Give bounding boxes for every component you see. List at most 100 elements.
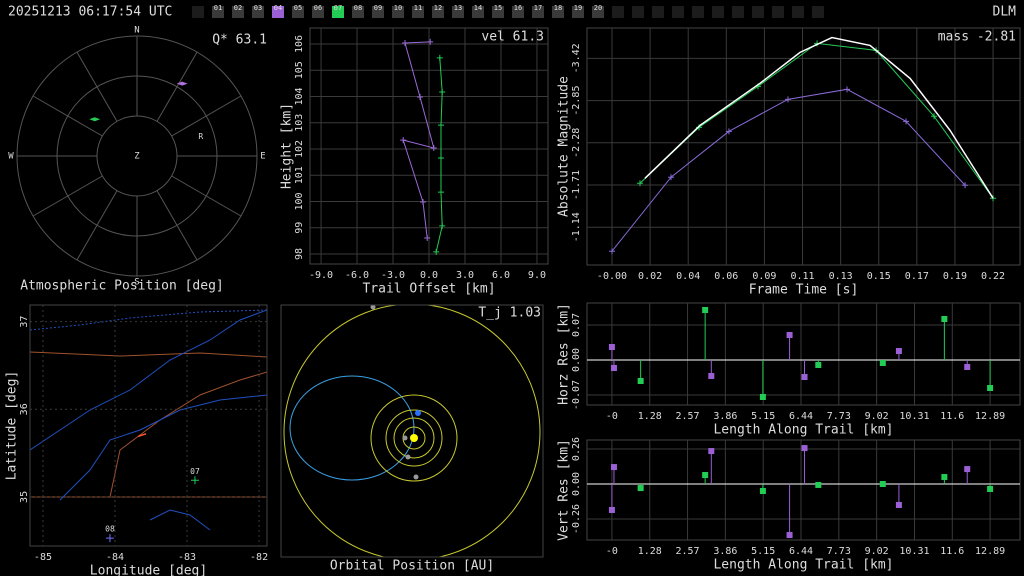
y-tick-label: -1.14: [571, 212, 582, 242]
plot-frame: [586, 439, 1021, 541]
plot-frame: [586, 27, 1021, 266]
station-box: [572, 6, 584, 18]
stem-marker: [702, 307, 709, 313]
station-box: [672, 6, 684, 18]
polar-spoke: [171, 95, 242, 137]
point-marker: [844, 86, 851, 93]
station-box: [292, 6, 304, 18]
station-box: [592, 6, 604, 18]
x-tick-label: 0.02: [638, 271, 662, 282]
x-tick-label: 9.02: [865, 546, 889, 557]
polar-spoke: [156, 51, 198, 122]
y-tick-label: 104: [294, 87, 305, 105]
station-label: 20: [594, 4, 602, 12]
x-axis-label: Length Along Trail [km]: [713, 558, 893, 573]
stem-marker: [815, 362, 822, 368]
station-box: [612, 6, 624, 18]
x-tick-label: 0.11: [790, 271, 814, 282]
stem-marker: [637, 378, 644, 384]
timestamp: 20251213 06:17:54 UTC: [8, 5, 172, 20]
station-label: 18: [554, 4, 562, 12]
station-label: 05: [294, 4, 302, 12]
y-tick-label: 0.07: [571, 313, 582, 337]
point-marker: [437, 189, 444, 196]
station-label: 13: [454, 4, 462, 12]
polar-spoke: [156, 190, 198, 261]
station-box: [212, 6, 224, 18]
x-tick-label: -0: [606, 411, 618, 422]
y-tick-label: 0.26: [571, 437, 582, 461]
stem-marker: [941, 474, 948, 481]
y-tick-label: 0.00: [571, 472, 582, 496]
series-line: [137, 433, 147, 438]
station-box: [532, 6, 544, 18]
x-tick-label: 7.73: [827, 411, 851, 422]
stem-marker: [964, 466, 971, 473]
polar-spoke: [76, 51, 118, 122]
station-box: [712, 6, 724, 18]
station-label: 03: [254, 4, 262, 12]
station-box: [452, 6, 464, 18]
y-tick-label: -0.07: [571, 380, 582, 410]
station-box: [412, 6, 424, 18]
x-tick-label: 0.15: [867, 271, 891, 282]
point-marker: [437, 122, 444, 129]
x-tick-label: 0.13: [829, 271, 853, 282]
y-tick-label: 99: [294, 222, 305, 234]
plot-frame: [29, 304, 268, 547]
station-box: [752, 6, 764, 18]
x-tick-label: 0.06: [714, 271, 738, 282]
annotation: Q* 63.1: [212, 33, 267, 48]
stem-marker: [801, 374, 808, 380]
y-axis-label: Latitude [deg]: [5, 371, 20, 481]
y-tick-label: 37: [19, 316, 30, 328]
point-marker: [725, 128, 732, 135]
annotation: mass -2.81: [938, 30, 1016, 45]
station-label: 08: [354, 4, 362, 12]
x-tick-label: -3.0: [381, 270, 405, 281]
x-tick-label: -0: [606, 546, 618, 557]
x-tick-label: 9.0: [528, 270, 546, 281]
station-box: [692, 6, 704, 18]
stem-marker: [759, 394, 766, 400]
annotation: T_j 1.03: [478, 306, 541, 321]
station-label: 11: [414, 4, 422, 12]
station-box: [492, 6, 504, 18]
station-box: [232, 6, 244, 18]
y-tick-label: -3.42: [571, 43, 582, 73]
station-label: 15: [494, 4, 502, 12]
station-marker-label: 07: [190, 467, 200, 476]
station-box: [272, 6, 284, 18]
x-tick-label: -0.00: [597, 271, 627, 282]
station-marker: [105, 534, 114, 543]
y-tick-label: 100: [294, 192, 305, 210]
center-label: Z: [134, 152, 140, 162]
station-box: [472, 6, 484, 18]
stem-marker: [895, 502, 902, 509]
point-marker: [903, 118, 910, 125]
y-tick-label: 35: [19, 491, 30, 503]
x-tick-label: -84: [106, 552, 124, 563]
x-tick-label: 12.89: [975, 411, 1005, 422]
station-marker-label: 08: [105, 525, 115, 534]
x-tick-label: 11.6: [940, 546, 964, 557]
orbit-diagram: [283, 305, 541, 557]
x-tick-label: 2.57: [676, 546, 700, 557]
polar-spoke: [32, 175, 103, 217]
station-label: 19: [574, 4, 582, 12]
x-tick-label: 3.0: [456, 270, 474, 281]
stem-marker: [610, 365, 617, 371]
station-label: 09: [374, 4, 382, 12]
stem-marker: [637, 485, 644, 492]
point-marker: [433, 248, 440, 255]
x-tick-label: 1.28: [638, 411, 662, 422]
x-tick-label: 5.15: [751, 546, 775, 557]
station-label: 07: [334, 4, 342, 12]
y-tick-label: 103: [294, 114, 305, 132]
station-box: [432, 6, 444, 18]
stem-marker: [879, 360, 886, 366]
series-line: [639, 42, 994, 199]
stem-marker: [815, 481, 822, 488]
y-tick-label: -1.71: [571, 170, 582, 200]
